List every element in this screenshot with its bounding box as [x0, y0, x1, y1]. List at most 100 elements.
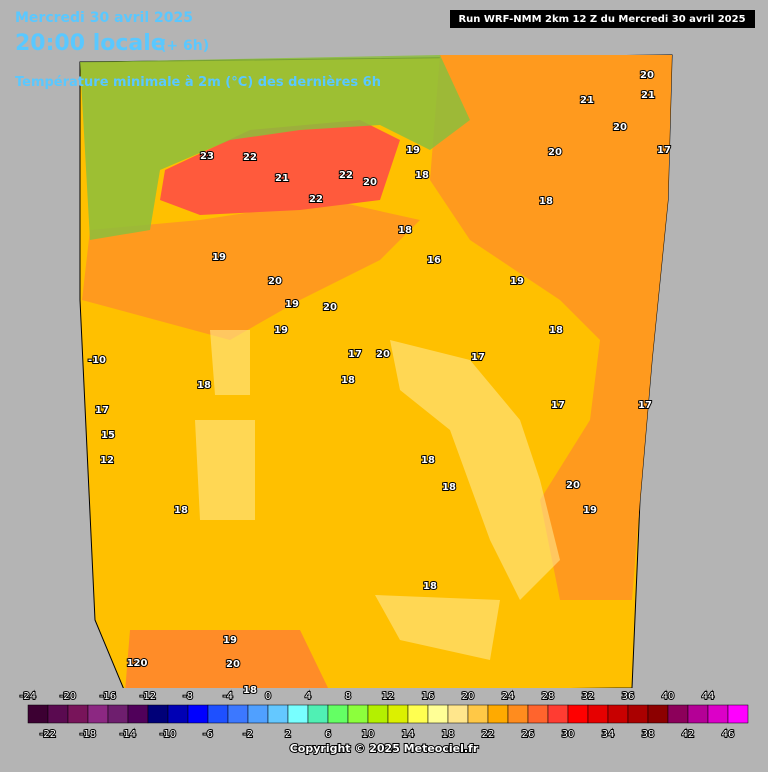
scale-swatch — [407, 704, 429, 724]
scale-label: 34 — [602, 729, 615, 740]
scale-label: 0 — [265, 691, 271, 702]
contour-label: 19 — [583, 505, 597, 516]
scale-swatch — [187, 704, 209, 724]
contour-label: 22 — [243, 152, 257, 163]
contour-label: 19 — [510, 276, 524, 287]
scale-label: 22 — [482, 729, 495, 740]
scale-label: 14 — [402, 729, 415, 740]
contour-label: 21 — [641, 90, 655, 101]
scale-label: 2 — [285, 729, 291, 740]
scale-swatch — [107, 704, 129, 724]
scale-label: -18 — [80, 729, 96, 740]
scale-label: 24 — [502, 691, 515, 702]
scale-label: 38 — [642, 729, 655, 740]
scale-swatch — [687, 704, 709, 724]
scale-label: 36 — [622, 691, 635, 702]
alps — [80, 55, 470, 240]
copyright: Copyright © 2025 Meteociel.fr — [290, 742, 479, 755]
scale-label: 16 — [422, 691, 435, 702]
scale-swatch — [27, 704, 49, 724]
contour-label: 18 — [549, 325, 563, 336]
warm-area — [82, 200, 420, 340]
run-box — [450, 10, 755, 28]
scale-label: -24 — [20, 691, 36, 702]
contour-label: 19 — [274, 325, 288, 336]
contour-label: 20 — [376, 349, 390, 360]
contour-label: 19 — [212, 252, 226, 263]
scale-swatch — [47, 704, 69, 724]
contour-label: 18 — [421, 455, 435, 466]
contour-label: 16 — [427, 255, 441, 266]
contour-label: 17 — [657, 145, 671, 156]
contour-label: 19 — [223, 635, 237, 646]
contour-label: 20 — [613, 122, 627, 133]
contour-label: 20 — [566, 480, 580, 491]
scale-swatch — [67, 704, 89, 724]
scale-label: -4 — [223, 691, 233, 702]
contour-label: 22 — [309, 194, 323, 205]
scale-swatch — [247, 704, 269, 724]
contour-label: 18 — [423, 581, 437, 592]
scale-label: -22 — [40, 729, 56, 740]
scale-label: 18 — [442, 729, 455, 740]
scale-swatch — [587, 704, 609, 724]
contour-label: 19 — [406, 145, 420, 156]
contour-label: 18 — [197, 380, 211, 391]
scale-swatch — [87, 704, 109, 724]
legend-bg — [0, 688, 768, 768]
run: Run WRF-NMM 2km 12 Z du Mercredi 30 avri… — [458, 14, 745, 25]
contour-label: -10 — [88, 355, 106, 366]
scale-label: 28 — [542, 691, 555, 702]
scale-label: 46 — [722, 729, 735, 740]
contour-label: 20 — [548, 147, 562, 158]
contour-label: 20 — [363, 177, 377, 188]
scale-swatch — [567, 704, 589, 724]
scale-swatch — [287, 704, 309, 724]
scale-label: 8 — [345, 691, 351, 702]
contour-label: 23 — [200, 151, 214, 162]
scale-swatch — [387, 704, 409, 724]
contour-label: 18 — [442, 482, 456, 493]
scale-swatch — [307, 704, 329, 724]
warm-area — [430, 55, 672, 600]
scale-swatch — [227, 704, 249, 724]
hot-area — [160, 120, 400, 215]
scale-swatch — [527, 704, 549, 724]
scale-label: -2 — [243, 729, 253, 740]
contour-label: 20 — [640, 70, 654, 81]
scale-label: 20 — [462, 691, 475, 702]
scale-label: -8 — [183, 691, 193, 702]
scale-label: -16 — [100, 691, 116, 702]
scale-swatch — [627, 704, 649, 724]
time: 20:00 locale — [15, 31, 166, 56]
contour-label: 18 — [415, 170, 429, 181]
island — [195, 330, 500, 660]
scale-swatch — [547, 704, 569, 724]
scale-label: 44 — [702, 691, 715, 702]
scale-label: 42 — [682, 729, 695, 740]
scale-swatch — [427, 704, 449, 724]
scale-swatch — [727, 704, 749, 724]
scale-label: 6 — [325, 729, 331, 740]
scale-swatch — [347, 704, 369, 724]
scale-swatch — [167, 704, 189, 724]
contour-label: 18 — [174, 505, 188, 516]
scale-swatch — [667, 704, 689, 724]
contour-label: 18 — [398, 225, 412, 236]
scale-label: 26 — [522, 729, 535, 740]
scale-swatch — [267, 704, 289, 724]
scale-swatch — [207, 704, 229, 724]
contour-label: 20 — [226, 659, 240, 670]
scale-label: -14 — [120, 729, 136, 740]
scale-swatch — [367, 704, 389, 724]
scale-swatch — [467, 704, 489, 724]
scale-label: 30 — [562, 729, 575, 740]
contour-label: 17 — [551, 400, 565, 411]
lead: (+ 6h) — [160, 38, 209, 54]
warm-area — [125, 630, 330, 692]
contour-label: 15 — [101, 430, 115, 441]
contour-label: 20 — [323, 302, 337, 313]
contour-label: 21 — [580, 95, 594, 106]
